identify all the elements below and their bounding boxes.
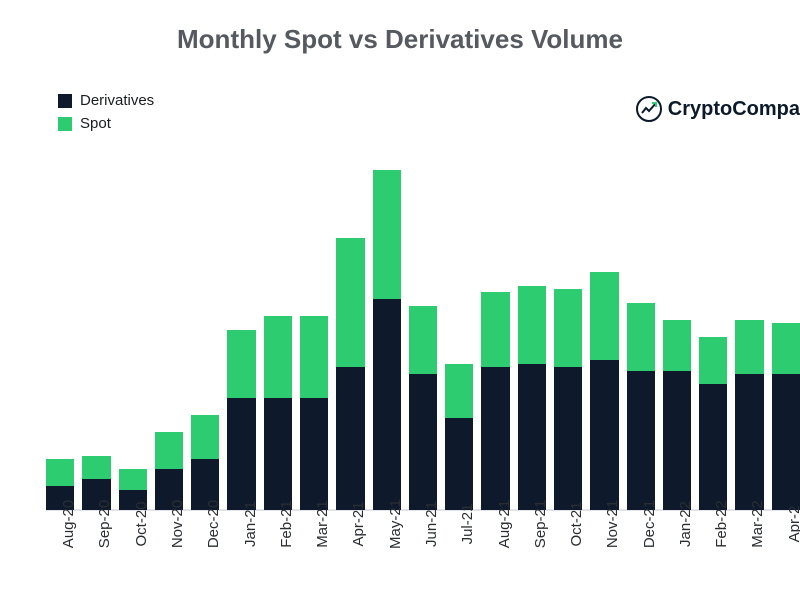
bar-column: [518, 170, 546, 510]
bar-segment-spot: [46, 459, 74, 486]
bar-column: [409, 170, 437, 510]
volume-chart: Monthly Spot vs Derivatives Volume Deriv…: [0, 0, 800, 600]
legend-label: Derivatives: [80, 92, 154, 109]
chart-title: Monthly Spot vs Derivatives Volume: [0, 24, 800, 55]
x-axis-label: Feb-21: [264, 514, 292, 594]
bar-segment-derivatives: [518, 364, 546, 510]
x-axis-label: Dec-21: [627, 514, 655, 594]
bar-column: [554, 170, 582, 510]
bar-column: [663, 170, 691, 510]
bar-column: [627, 170, 655, 510]
bar-column: [264, 170, 292, 510]
x-axis-label: Mar-22: [735, 514, 763, 594]
bar-segment-derivatives: [627, 371, 655, 510]
x-axis-label: Oct-21: [554, 514, 582, 594]
x-axis-label: Mar-21: [300, 514, 328, 594]
bar-column: [119, 170, 147, 510]
bar-column: [300, 170, 328, 510]
bar-segment-spot: [554, 289, 582, 367]
bar-segment-spot: [82, 456, 110, 480]
x-axis-label: Jun-21: [409, 514, 437, 594]
bar-segment-derivatives: [445, 418, 473, 510]
bar-segment-derivatives: [227, 398, 255, 510]
bar-segment-spot: [264, 316, 292, 398]
bar-segment-spot: [735, 320, 763, 374]
bar-column: [373, 170, 401, 510]
x-axis-label: Jan-21: [227, 514, 255, 594]
x-axis-label: Jan-22: [663, 514, 691, 594]
bar-segment-derivatives: [735, 374, 763, 510]
bar-segment-spot: [191, 415, 219, 459]
x-axis-label: Feb-22: [699, 514, 727, 594]
bar-segment-derivatives: [264, 398, 292, 510]
bar-segment-spot: [699, 337, 727, 385]
bar-segment-derivatives: [699, 384, 727, 510]
bar-column: [772, 170, 800, 510]
bar-column: [155, 170, 183, 510]
legend-swatch-spot: [58, 117, 72, 131]
bar-segment-spot: [227, 330, 255, 398]
bar-segment-derivatives: [772, 374, 800, 510]
legend-swatch-derivatives: [58, 94, 72, 108]
bar-segment-spot: [300, 316, 328, 398]
bar-segment-spot: [445, 364, 473, 418]
x-axis-label: Sep-21: [518, 514, 546, 594]
bar-segment-derivatives: [373, 299, 401, 510]
bar-column: [191, 170, 219, 510]
brand-text: CryptoCompa: [668, 98, 800, 121]
bar-segment-derivatives: [663, 371, 691, 510]
x-axis-label: Jul-21: [445, 514, 473, 594]
bar-segment-spot: [119, 469, 147, 489]
bar-segment-derivatives: [554, 367, 582, 510]
bar-segment-spot: [373, 170, 401, 299]
bar-column: [445, 170, 473, 510]
bar-column: [227, 170, 255, 510]
x-axis-label: Nov-21: [590, 514, 618, 594]
bar-segment-derivatives: [336, 367, 364, 510]
bar-segment-spot: [409, 306, 437, 374]
chart-legend: Derivatives Spot: [58, 92, 154, 138]
bar-segment-spot: [518, 286, 546, 364]
bar-column: [82, 170, 110, 510]
bar-segment-derivatives: [481, 367, 509, 510]
x-axis-label: May-21: [373, 514, 401, 594]
brand-logo: CryptoCompa: [636, 96, 800, 122]
bar-segment-spot: [663, 320, 691, 371]
legend-item-spot: Spot: [58, 115, 154, 132]
cryptocompare-logo-icon: [636, 96, 662, 122]
legend-item-derivatives: Derivatives: [58, 92, 154, 109]
bar-segment-spot: [336, 238, 364, 367]
x-axis-label: Aug-21: [481, 514, 509, 594]
chart-x-axis: Aug-20 Sep-20 Oct-20 Nov-20 Dec-20 Jan-21 Feb-…: [46, 514, 800, 594]
bar-segment-derivatives: [300, 398, 328, 510]
x-axis-label: Apr-21: [336, 514, 364, 594]
bar-segment-derivatives: [590, 360, 618, 510]
bar-segment-spot: [481, 292, 509, 367]
bar-column: [481, 170, 509, 510]
bar-column: [590, 170, 618, 510]
x-axis-label: Aug-20: [46, 514, 74, 594]
x-axis-label: Nov-20: [155, 514, 183, 594]
bar-segment-spot: [590, 272, 618, 360]
bar-segment-spot: [627, 303, 655, 371]
bar-segment-spot: [155, 432, 183, 469]
x-axis-label: Dec-20: [191, 514, 219, 594]
bar-column: [336, 170, 364, 510]
bar-segment-spot: [772, 323, 800, 374]
x-axis-label: Apr-2: [772, 514, 800, 594]
bar-column: [46, 170, 74, 510]
x-axis-label: Sep-20: [82, 514, 110, 594]
bar-column: [699, 170, 727, 510]
bar-column: [735, 170, 763, 510]
bar-segment-derivatives: [409, 374, 437, 510]
x-axis-label: Oct-20: [119, 514, 147, 594]
legend-label: Spot: [80, 115, 111, 132]
chart-plot-area: [46, 170, 800, 510]
